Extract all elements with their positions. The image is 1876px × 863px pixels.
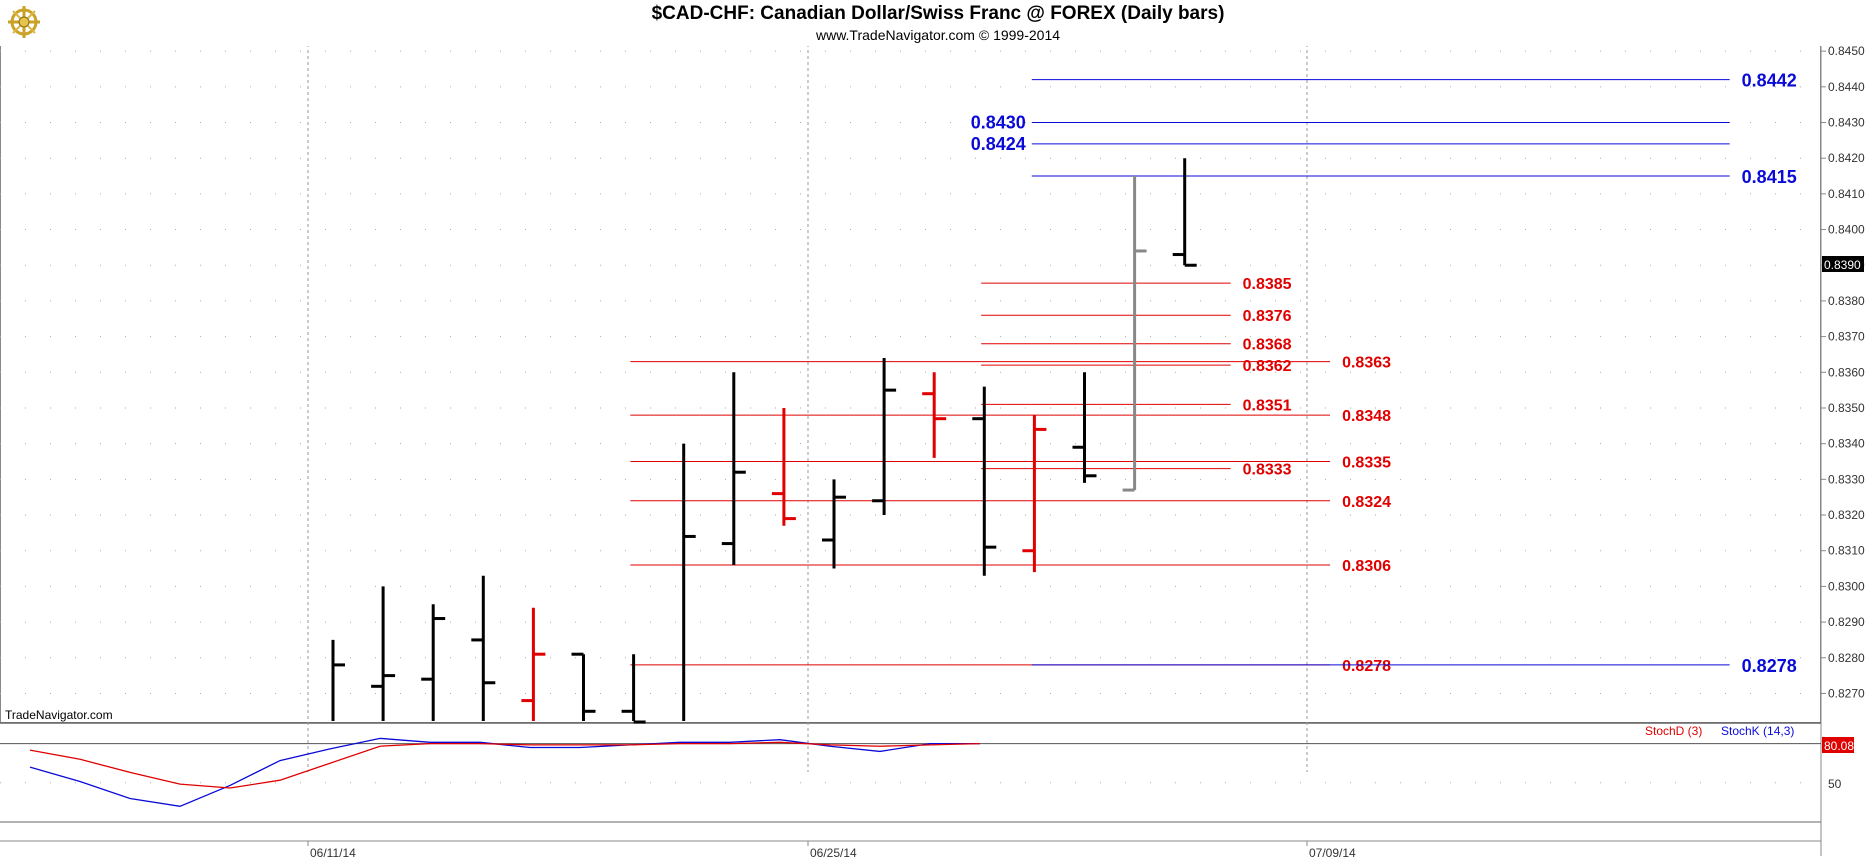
y-tick-label: 0.8380 [1828,294,1865,308]
level-label: 0.8362 [1243,358,1292,375]
stochastic-panel: StochD (3) StochK (14,3) 80.08 50 [0,724,1854,807]
y-tick-label: 0.8400 [1828,223,1865,237]
ohlc-bar [471,575,496,721]
level-label: 0.8376 [1243,308,1292,325]
ohlc-bar [682,443,696,721]
stoch-value-box [1822,737,1854,753]
stoch-k-legend: StochK (14,3) [1721,724,1794,738]
level-label: 0.8351 [1243,397,1292,414]
level-label: 0.8324 [1342,494,1391,511]
level-label: 0.8442 [1742,71,1797,91]
y-tick-label: 0.8440 [1828,80,1865,94]
level-label: 0.8333 [1243,462,1292,479]
x-tick-label: 06/25/14 [810,846,857,860]
y-tick-label: 0.8360 [1828,365,1865,379]
ohlc-bar [922,372,947,458]
ohlc-bars [331,158,1197,724]
x-axis: 06/11/14 06/25/14 07/09/14 [307,841,1356,860]
main-panel-border [0,44,1821,723]
ohlc-bar [1072,372,1097,483]
chart-title: $CAD-CHF: Canadian Dollar/Swiss Franc @ … [651,3,1225,24]
ohlc-bar [421,604,446,721]
ohlc-bar [571,652,596,721]
stoch-value-label: 80.08 [1824,739,1854,753]
y-tick-label: 0.8300 [1828,579,1865,593]
y-tick-label: 0.8330 [1828,472,1865,486]
plot-frame [0,44,1822,856]
level-label: 0.8424 [971,134,1026,154]
stoch-ref-label: 50 [1828,777,1842,791]
y-tick-label: 0.8310 [1828,544,1865,558]
grid [0,44,1821,772]
ohlc-bar [822,479,846,569]
ohlc-bar [972,386,997,576]
y-tick-label: 0.8280 [1828,651,1865,665]
ohlc-bar [371,586,396,721]
level-label: 0.8278 [1742,656,1797,676]
ohlc-bar [771,407,796,526]
y-tick-label: 0.8370 [1828,330,1865,344]
stoch-d-line [29,741,981,789]
level-label: 0.8348 [1342,408,1391,425]
y-tick-label: 0.8350 [1828,401,1865,415]
level-label: 0.8415 [1742,167,1797,187]
stoch-k-line [29,737,980,807]
trade-navigator-logo-icon [4,2,44,45]
y-axis: 0.8270 0.8280 0.8290 0.8300 0.8310 0.8320 0.83… [1821,44,1865,700]
y-tick-label: 0.8420 [1828,151,1865,165]
level-label: 0.8368 [1243,337,1292,354]
y-tick-label: 0.8270 [1828,686,1865,700]
last-price-label: 0.8390 [1824,258,1861,272]
ohlc-bar [1022,415,1047,573]
stoch-d-legend: StochD (3) [1645,724,1702,738]
ohlc-bar [621,654,646,724]
y-tick-label: 0.8290 [1828,615,1865,629]
level-label: 0.8385 [1243,276,1292,293]
ohlc-bar [872,358,897,516]
chart-subtitle: www.TradeNavigator.com © 1999-2014 [815,27,1061,43]
watermark: TradeNavigator.com [5,708,113,722]
y-tick-label: 0.8340 [1828,437,1865,451]
ohlc-bar [331,639,345,721]
y-tick-label: 0.8450 [1828,44,1865,58]
ohlc-bar [721,372,746,565]
ohlc-bar [521,607,546,721]
ohlc-bar [1172,158,1197,267]
y-tick-label: 0.8430 [1828,116,1865,130]
y-tick-label: 0.8410 [1828,187,1865,201]
chart-header: $CAD-CHF: Canadian Dollar/Swiss Franc @ … [0,0,1876,46]
x-tick-label: 07/09/14 [1309,846,1356,860]
level-label: 0.8363 [1342,355,1391,372]
level-label: 0.8430 [971,113,1026,133]
x-tick-label: 06/11/14 [310,846,356,860]
level-label: 0.8278 [1342,658,1391,675]
y-tick-label: 0.8320 [1828,508,1865,522]
level-label: 0.8306 [1342,558,1391,575]
ohlc-bar [1122,176,1147,492]
level-label: 0.8335 [1342,455,1391,472]
last-price-box [1822,256,1864,272]
